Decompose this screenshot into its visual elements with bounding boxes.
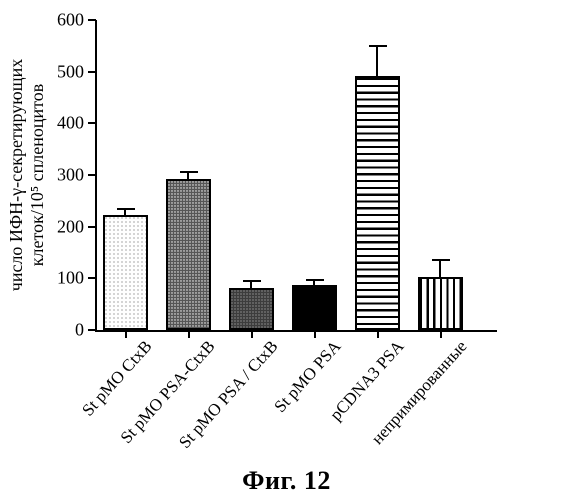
- y-tick: [88, 71, 96, 73]
- bar: [292, 285, 337, 330]
- error-cap: [306, 279, 324, 281]
- bar-chart: 0100200300400500600St pMO CtxBSt pMO PSA…: [95, 20, 497, 332]
- y-tick: [88, 122, 96, 124]
- y-axis-label-line2: клеток/10⁵ спленоцитов: [27, 59, 48, 291]
- y-tick: [88, 329, 96, 331]
- bar: [418, 277, 463, 330]
- y-axis-label-line1: число ИФН-γ-секретирующих: [6, 59, 26, 291]
- bar: [166, 179, 211, 330]
- y-tick-label: 0: [75, 320, 84, 341]
- error-cap: [243, 280, 261, 282]
- y-axis-label: число ИФН-γ-секретирующих клеток/10⁵ спл…: [6, 59, 48, 291]
- error-cap: [432, 259, 450, 261]
- y-tick-label: 500: [57, 61, 84, 82]
- y-tick: [88, 226, 96, 228]
- error-cap: [117, 208, 135, 210]
- y-tick: [88, 19, 96, 21]
- bar: [355, 76, 400, 330]
- y-tick-label: 600: [57, 10, 84, 31]
- y-tick-label: 400: [57, 113, 84, 134]
- bar: [229, 288, 274, 330]
- bar: [103, 215, 148, 330]
- y-tick-label: 100: [57, 268, 84, 289]
- error-bar: [187, 172, 189, 179]
- error-bar: [376, 46, 378, 76]
- error-bar: [250, 281, 252, 288]
- error-bar: [439, 260, 441, 278]
- y-tick-label: 300: [57, 165, 84, 186]
- error-cap: [369, 45, 387, 47]
- y-tick-label: 200: [57, 216, 84, 237]
- y-tick: [88, 277, 96, 279]
- y-tick: [88, 174, 96, 176]
- error-cap: [180, 171, 198, 173]
- figure-caption: Фиг. 12: [0, 466, 573, 496]
